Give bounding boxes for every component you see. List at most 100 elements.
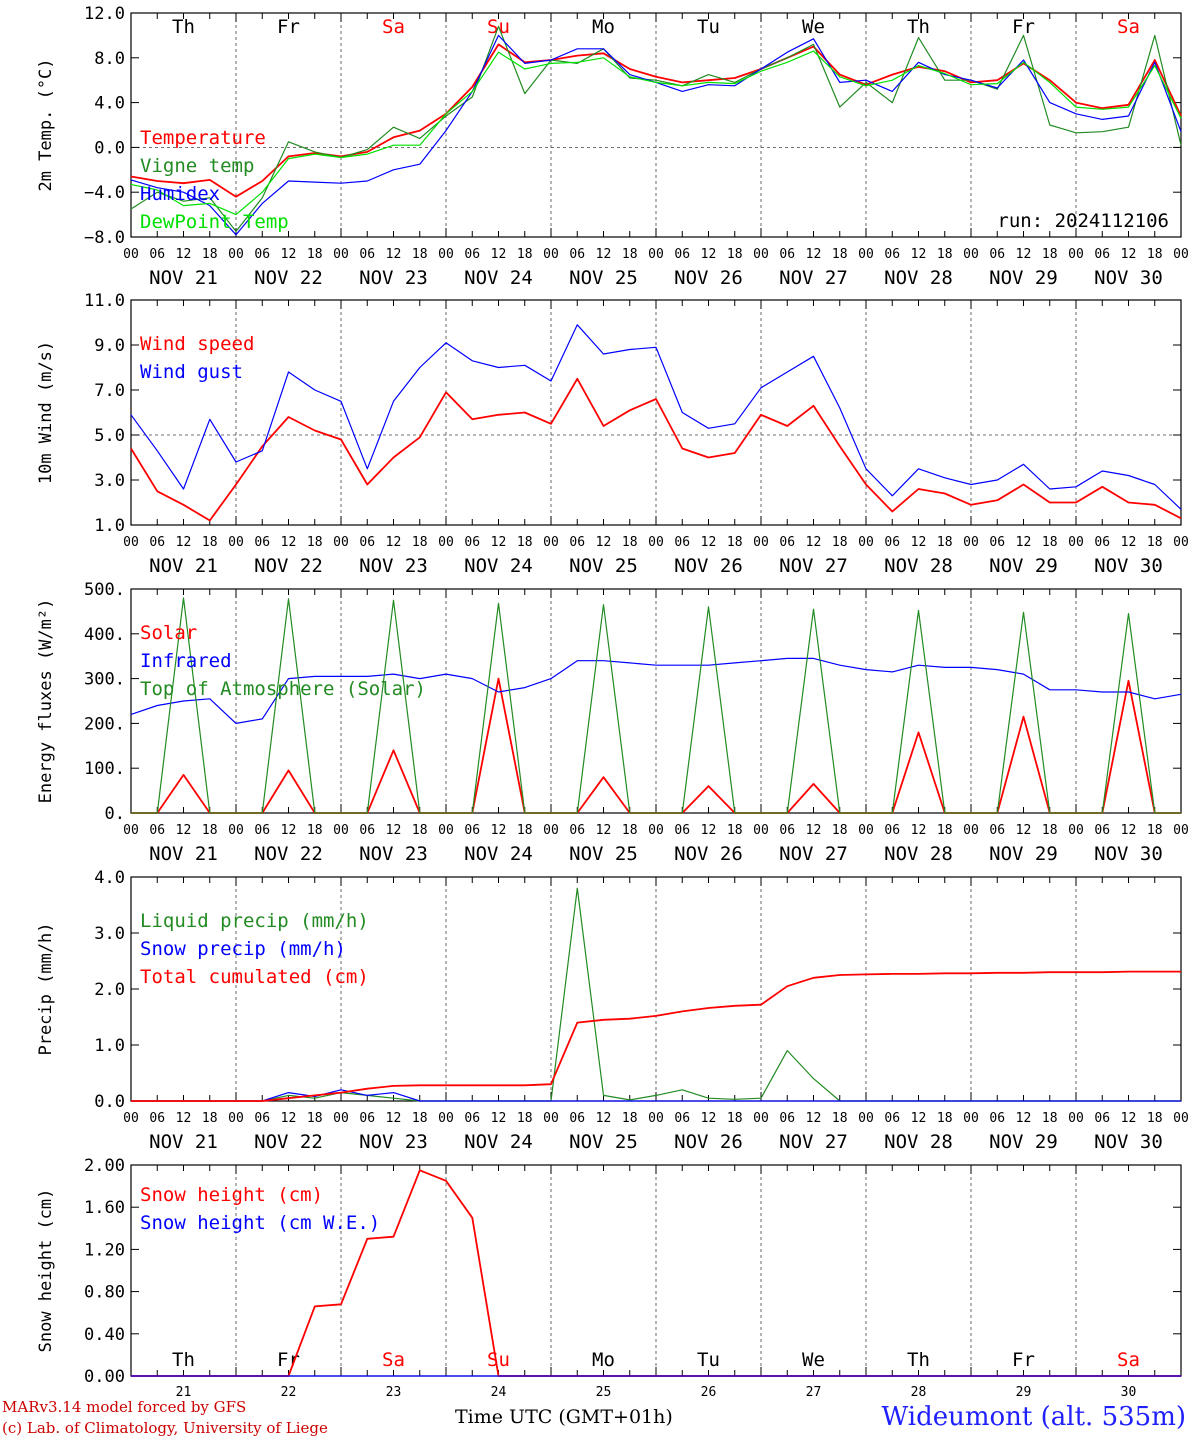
hour-tick-label: 12 [176, 823, 192, 838]
date-label: NOV 21 [149, 843, 218, 865]
y-tick-label: 9.0 [94, 336, 125, 356]
hour-tick-label: 12 [281, 247, 297, 262]
hour-tick-label: 12 [911, 535, 927, 550]
hour-tick-label: 06 [1094, 247, 1110, 262]
series-line [130, 50, 1182, 216]
hour-tick-label: 06 [254, 1111, 270, 1126]
hour-tick-label: 12 [491, 535, 507, 550]
hour-tick-label: 18 [202, 823, 218, 838]
hour-tick-label: 18 [937, 823, 953, 838]
hour-tick-label: 06 [989, 823, 1005, 838]
legend-entry: Total cumulated (cm) [140, 966, 369, 988]
legend-entry: Infrared [140, 650, 232, 672]
y-tick-label: 0.40 [84, 1325, 125, 1345]
hour-tick-label: 12 [1016, 1111, 1032, 1126]
hour-tick-label: 12 [701, 247, 717, 262]
date-label: NOV 29 [989, 555, 1058, 577]
hour-tick-label: 12 [1121, 1111, 1137, 1126]
hour-tick-label: 00 [1068, 823, 1084, 838]
hour-tick-label: 18 [1042, 535, 1058, 550]
plot-frame [130, 588, 1182, 814]
hour-tick-label: 00 [123, 823, 139, 838]
hour-tick-label: 12 [1016, 823, 1032, 838]
hour-tick-label: 06 [884, 1111, 900, 1126]
hour-tick-label: 12 [386, 247, 402, 262]
date-label: NOV 22 [254, 267, 323, 289]
date-label: NOV 28 [884, 555, 953, 577]
hour-tick-label: 00 [963, 823, 979, 838]
y-axis-label: Energy fluxes (W/m²) [36, 599, 56, 804]
hour-tick-label: 18 [937, 247, 953, 262]
hour-tick-label: 06 [674, 1111, 690, 1126]
y-tick-label: 400. [84, 625, 125, 645]
legend-entry: Temperature [140, 127, 266, 149]
hour-tick-label: 18 [517, 535, 533, 550]
hour-tick-label: 06 [989, 535, 1005, 550]
date-label: NOV 29 [989, 843, 1058, 865]
hour-tick-label: 12 [911, 1111, 927, 1126]
date-label: NOV 27 [779, 267, 848, 289]
hour-tick-label: 06 [569, 247, 585, 262]
lab-credit: (c) Lab. of Climatology, University of L… [2, 1419, 328, 1437]
y-axis-label: 10m Wind (m/s) [36, 341, 56, 484]
run-annotation: run: 2024112106 [997, 210, 1169, 232]
series-line [130, 43, 1182, 198]
hour-tick-label: 18 [622, 1111, 638, 1126]
hour-tick-label: 06 [884, 823, 900, 838]
hour-tick-label: 12 [1121, 535, 1137, 550]
hour-tick-label: 00 [123, 535, 139, 550]
hour-tick-label: 06 [149, 535, 165, 550]
day-number-label: 28 [911, 1385, 927, 1400]
hour-tick-label: 00 [543, 247, 559, 262]
hour-tick-label: 06 [464, 247, 480, 262]
hour-tick-label: 00 [228, 535, 244, 550]
legend-entry: Vigne temp [140, 155, 254, 177]
weekday-label: Th [907, 16, 930, 38]
date-label: NOV 27 [779, 555, 848, 577]
hour-tick-label: 06 [254, 823, 270, 838]
date-label: NOV 21 [149, 555, 218, 577]
day-number-label: 21 [176, 1385, 192, 1400]
hour-tick-label: 00 [753, 247, 769, 262]
hour-tick-label: 18 [1147, 1111, 1163, 1126]
hour-tick-label: 18 [202, 535, 218, 550]
y-tick-label: 5.0 [94, 426, 125, 446]
hour-tick-label: 18 [1147, 247, 1163, 262]
hour-tick-label: 06 [1094, 1111, 1110, 1126]
hour-tick-label: 12 [806, 1111, 822, 1126]
hour-tick-label: 00 [858, 247, 874, 262]
legend-entry: DewPoint Temp [140, 211, 289, 233]
plot-frame [130, 12, 1182, 238]
date-label: NOV 24 [464, 555, 533, 577]
legend-entry: Solar [140, 622, 197, 644]
hour-tick-label: 06 [779, 535, 795, 550]
y-axis-label: Snow height (cm) [36, 1189, 56, 1353]
hour-tick-label: 00 [1173, 1111, 1189, 1126]
hour-tick-label: 00 [333, 823, 349, 838]
legend-entry: Top of Atmosphere (Solar) [140, 678, 426, 700]
hour-tick-label: 18 [622, 247, 638, 262]
hour-tick-label: 18 [937, 535, 953, 550]
hour-tick-label: 06 [149, 823, 165, 838]
hour-tick-label: 18 [307, 823, 323, 838]
y-tick-label: 3.0 [94, 471, 125, 491]
hour-tick-label: 18 [1147, 535, 1163, 550]
hour-tick-label: 18 [307, 535, 323, 550]
hour-tick-label: 18 [832, 247, 848, 262]
hour-tick-label: 00 [753, 823, 769, 838]
weekday-label: Th [172, 16, 195, 38]
station-name: Wideumont (alt. 535m) [881, 1402, 1186, 1432]
hour-tick-label: 18 [1042, 1111, 1058, 1126]
date-label: NOV 30 [1094, 843, 1163, 865]
hour-tick-label: 12 [176, 247, 192, 262]
hour-tick-label: 18 [412, 1111, 428, 1126]
x-axis-title: Time UTC (GMT+01h) [455, 1406, 673, 1428]
weekday-label: Tu [697, 16, 720, 38]
hour-tick-label: 00 [333, 535, 349, 550]
y-tick-label: 7.0 [94, 381, 125, 401]
legend-entry: Snow height (cm) [140, 1184, 323, 1206]
day-number-label: 27 [806, 1385, 822, 1400]
hour-tick-label: 18 [1147, 823, 1163, 838]
series-line [130, 377, 1182, 522]
